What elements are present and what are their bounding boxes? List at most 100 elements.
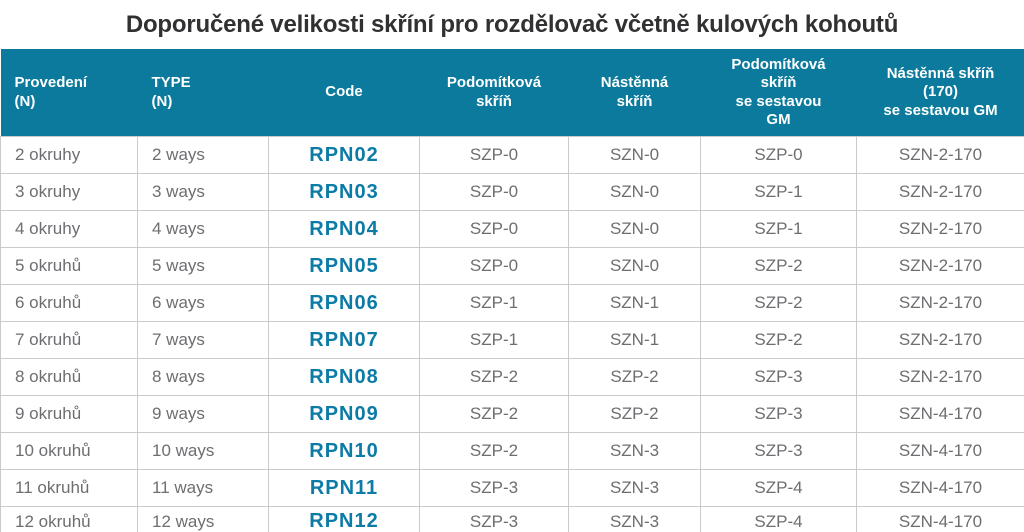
col-header-nastenna-skrin-170-gm: Nástěnná skříň (170) se sestavou GM <box>856 49 1024 137</box>
table-row: 8 okruhů 8 ways RPN08 SZP-2 SZP-2 SZP-3 … <box>0 358 1024 396</box>
cell-code: RPN10 <box>268 432 420 470</box>
table-row: 7 okruhů 7 ways RPN07 SZP-1 SZN-1 SZP-2 … <box>0 321 1024 359</box>
cell-code: RPN03 <box>268 173 420 211</box>
cell-code: RPN11 <box>268 469 420 507</box>
table-row: 5 okruhů 5 ways RPN05 SZP-0 SZN-0 SZP-2 … <box>0 247 1024 285</box>
cell-provedeni: 4 okruhy <box>0 210 138 248</box>
cell-provedeni: 3 okruhy <box>0 173 138 211</box>
cell-nastenna-skrin-170-gm: SZN-2-170 <box>856 284 1024 322</box>
cell-type: 6 ways <box>137 284 269 322</box>
cell-nastenna-skrin-170-gm: SZN-2-170 <box>856 210 1024 248</box>
col-header-provedeni: Provedení (N) <box>0 49 138 137</box>
cell-type: 5 ways <box>137 247 269 285</box>
table-row: 3 okruhy 3 ways RPN03 SZP-0 SZN-0 SZP-1 … <box>0 173 1024 211</box>
cell-provedeni: 2 okruhy <box>0 136 138 174</box>
cell-podomitkova-skrin-gm: SZP-3 <box>700 395 857 433</box>
cell-nastenna-skrin-170-gm: SZN-4-170 <box>856 432 1024 470</box>
cell-nastenna-skrin-170-gm: SZN-4-170 <box>856 469 1024 507</box>
col-header-podomitkova-skrin: Podomítková skříň <box>419 49 569 137</box>
cell-podomitkova-skrin: SZP-2 <box>419 358 569 396</box>
cell-podomitkova-skrin: SZP-1 <box>419 284 569 322</box>
cell-provedeni: 10 okruhů <box>0 432 138 470</box>
cell-podomitkova-skrin: SZP-1 <box>419 321 569 359</box>
cell-podomitkova-skrin-gm: SZP-4 <box>700 469 857 507</box>
col-header-code: Code <box>268 49 420 137</box>
cell-type: 9 ways <box>137 395 269 433</box>
cell-provedeni: 7 okruhů <box>0 321 138 359</box>
cell-nastenna-skrin: SZP-2 <box>568 358 701 396</box>
cell-nastenna-skrin: SZN-0 <box>568 210 701 248</box>
cell-podomitkova-skrin: SZP-0 <box>419 136 569 174</box>
cell-type: 7 ways <box>137 321 269 359</box>
cell-type: 2 ways <box>137 136 269 174</box>
cell-podomitkova-skrin-gm: SZP-2 <box>700 247 857 285</box>
cell-podomitkova-skrin: SZP-3 <box>419 469 569 507</box>
cell-provedeni: 11 okruhů <box>0 469 138 507</box>
col-header-nastenna-skrin: Nástěnná skříň <box>568 49 701 137</box>
cell-code: RPN07 <box>268 321 420 359</box>
cell-podomitkova-skrin: SZP-2 <box>419 432 569 470</box>
cell-provedeni: 9 okruhů <box>0 395 138 433</box>
table-row: 10 okruhů 10 ways RPN10 SZP-2 SZN-3 SZP-… <box>0 432 1024 470</box>
cell-podomitkova-skrin-gm: SZP-0 <box>700 136 857 174</box>
cell-type: 8 ways <box>137 358 269 396</box>
cell-nastenna-skrin: SZN-3 <box>568 432 701 470</box>
cell-podomitkova-skrin: SZP-2 <box>419 395 569 433</box>
cell-podomitkova-skrin: SZP-0 <box>419 210 569 248</box>
cell-code: RPN12 <box>268 506 420 532</box>
cell-code: RPN08 <box>268 358 420 396</box>
cell-code: RPN06 <box>268 284 420 322</box>
table-row: 6 okruhů 6 ways RPN06 SZP-1 SZN-1 SZP-2 … <box>0 284 1024 322</box>
cell-podomitkova-skrin-gm: SZP-4 <box>700 506 857 532</box>
cell-podomitkova-skrin: SZP-0 <box>419 247 569 285</box>
table-row: 4 okruhy 4 ways RPN04 SZP-0 SZN-0 SZP-1 … <box>0 210 1024 248</box>
cell-code: RPN09 <box>268 395 420 433</box>
table-row: 2 okruhy 2 ways RPN02 SZP-0 SZN-0 SZP-0 … <box>0 136 1024 174</box>
cell-code: RPN04 <box>268 210 420 248</box>
cell-nastenna-skrin: SZP-2 <box>568 395 701 433</box>
table-body: 2 okruhy 2 ways RPN02 SZP-0 SZN-0 SZP-0 … <box>0 136 1024 532</box>
cell-podomitkova-skrin-gm: SZP-1 <box>700 173 857 211</box>
cell-type: 12 ways <box>137 506 269 532</box>
cell-nastenna-skrin-170-gm: SZN-2-170 <box>856 173 1024 211</box>
cell-nastenna-skrin-170-gm: SZN-2-170 <box>856 247 1024 285</box>
cell-type: 10 ways <box>137 432 269 470</box>
cell-provedeni: 8 okruhů <box>0 358 138 396</box>
cell-nastenna-skrin-170-gm: SZN-4-170 <box>856 506 1024 532</box>
cell-podomitkova-skrin-gm: SZP-3 <box>700 432 857 470</box>
cell-nastenna-skrin: SZN-1 <box>568 284 701 322</box>
cell-nastenna-skrin: SZN-0 <box>568 136 701 174</box>
col-header-podomitkova-skrin-gm: Podomítková skříň se sestavou GM <box>700 49 857 137</box>
cell-provedeni: 6 okruhů <box>0 284 138 322</box>
cell-nastenna-skrin: SZN-0 <box>568 247 701 285</box>
table-header: Provedení (N) TYPE (N) Code Podomítková … <box>0 49 1024 137</box>
cell-type: 4 ways <box>137 210 269 248</box>
cell-nastenna-skrin: SZN-3 <box>568 469 701 507</box>
cell-nastenna-skrin-170-gm: SZN-4-170 <box>856 395 1024 433</box>
cell-podomitkova-skrin-gm: SZP-2 <box>700 321 857 359</box>
cell-podomitkova-skrin-gm: SZP-1 <box>700 210 857 248</box>
cell-nastenna-skrin-170-gm: SZN-2-170 <box>856 358 1024 396</box>
cell-nastenna-skrin: SZN-1 <box>568 321 701 359</box>
cell-provedeni: 5 okruhů <box>0 247 138 285</box>
cell-type: 11 ways <box>137 469 269 507</box>
col-header-type: TYPE (N) <box>137 49 269 137</box>
cabinet-size-table: Provedení (N) TYPE (N) Code Podomítková … <box>0 49 1024 532</box>
cell-nastenna-skrin: SZN-3 <box>568 506 701 532</box>
cell-podomitkova-skrin: SZP-3 <box>419 506 569 532</box>
cell-podomitkova-skrin-gm: SZP-2 <box>700 284 857 322</box>
table-row: 9 okruhů 9 ways RPN09 SZP-2 SZP-2 SZP-3 … <box>0 395 1024 433</box>
table-row: 12 okruhů 12 ways RPN12 SZP-3 SZN-3 SZP-… <box>0 506 1024 532</box>
cell-nastenna-skrin-170-gm: SZN-2-170 <box>856 321 1024 359</box>
header-row: Provedení (N) TYPE (N) Code Podomítková … <box>0 49 1024 137</box>
cell-type: 3 ways <box>137 173 269 211</box>
page-title: Doporučené velikosti skříní pro rozdělov… <box>125 10 899 38</box>
cell-provedeni: 12 okruhů <box>0 506 138 532</box>
cell-code: RPN02 <box>268 136 420 174</box>
table-row: 11 okruhů 11 ways RPN11 SZP-3 SZN-3 SZP-… <box>0 469 1024 507</box>
cell-nastenna-skrin-170-gm: SZN-2-170 <box>856 136 1024 174</box>
cell-podomitkova-skrin-gm: SZP-3 <box>700 358 857 396</box>
cell-code: RPN05 <box>268 247 420 285</box>
cell-podomitkova-skrin: SZP-0 <box>419 173 569 211</box>
